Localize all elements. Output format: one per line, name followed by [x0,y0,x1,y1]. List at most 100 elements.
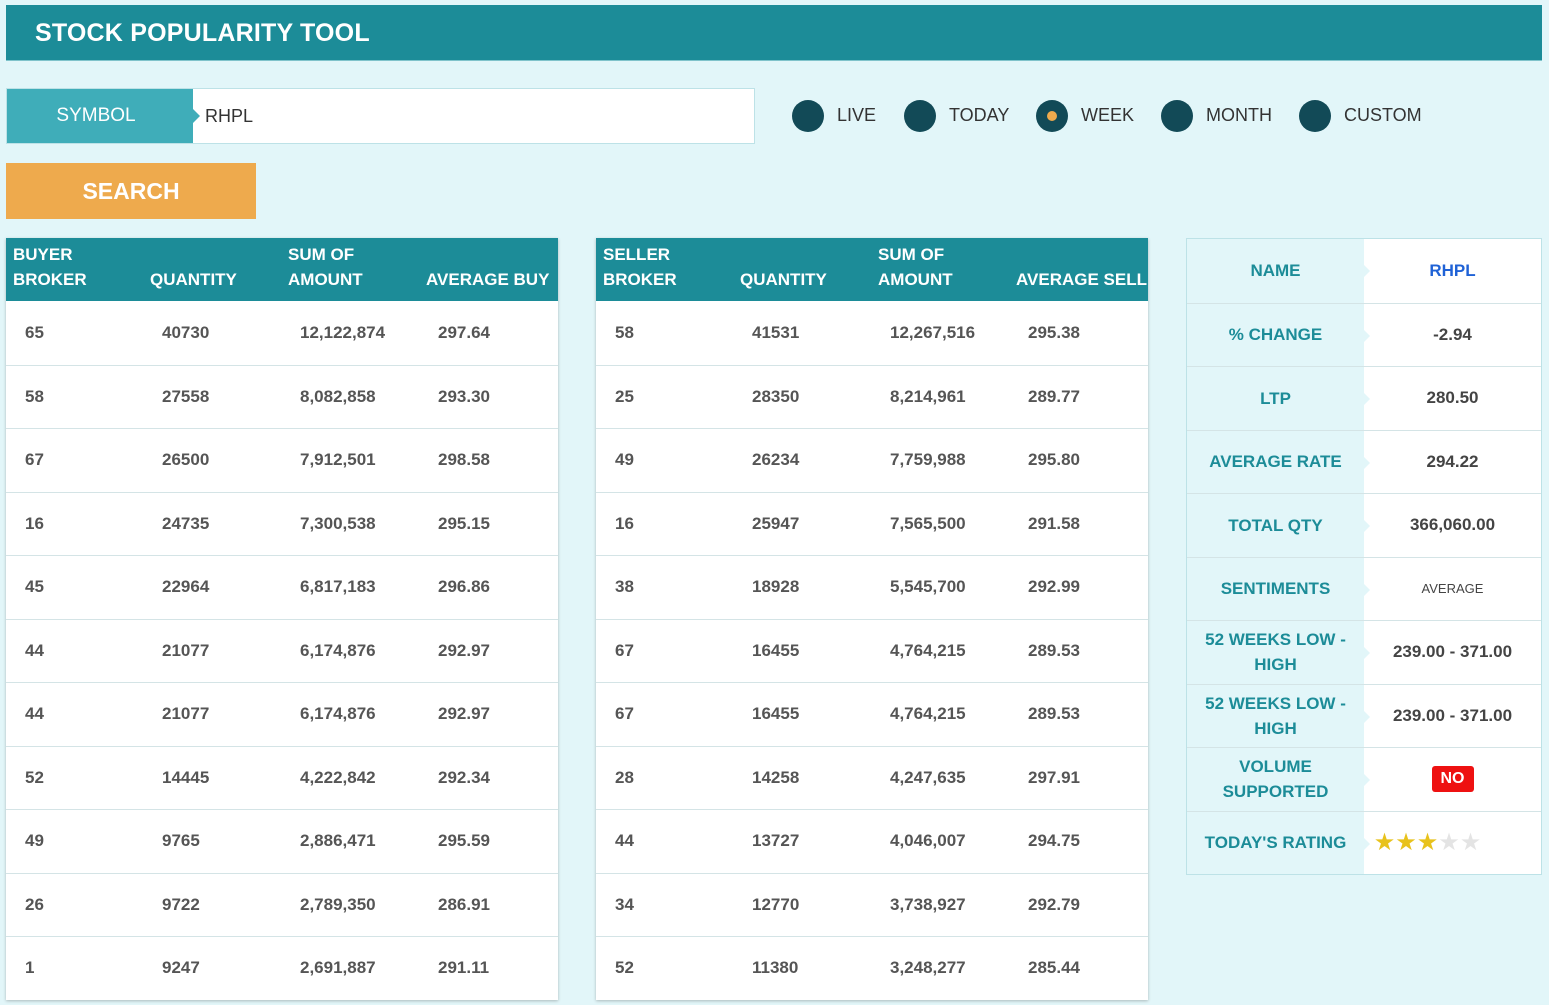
radio-dot-icon[interactable] [1299,99,1331,132]
info-value: AVERAGE [1421,581,1484,597]
broker-cell: 65 [25,322,44,342]
info-row: VOLUME SUPPORTED NO [1187,747,1541,811]
info-row: NAME RHPL [1187,239,1541,303]
quantity-cell: 12770 [752,894,800,914]
buyer-table-row: 52 14445 4,222,842 292.34 [6,745,558,810]
broker-cell: 49 [615,450,634,470]
buyer-table: BUYER BROKER QUANTITY SUM OF AMOUNT AVER… [6,238,558,1000]
quantity-cell: 27558 [162,386,210,406]
quantity-cell: 16455 [752,704,800,724]
seller-table-row: 38 18928 5,545,700 292.99 [596,555,1148,619]
average-cell: 297.64 [438,322,490,342]
seller-table-row: 44 13727 4,046,007 294.75 [596,809,1148,873]
quantity-cell: 11380 [752,958,799,978]
radio-label: MONTH [1206,105,1272,125]
quantity-cell: 9722 [162,894,200,914]
info-value: 280.50 [1426,388,1479,408]
amount-cell: 7,565,500 [890,513,966,533]
seller-table-row: 25 28350 8,214,961 289.77 [596,364,1148,429]
amount-cell: 3,248,277 [890,958,966,978]
amount-cell: 2,691,887 [300,958,376,978]
symbol-label: SYMBOL [7,89,200,143]
seller-table-row: 49 26234 7,759,988 295.80 [596,428,1148,492]
header-seller-broker: SELLER BROKER [603,245,677,289]
info-row: 52 WEEKS LOW - HIGH 239.00 - 371.00 [1187,620,1541,684]
amount-cell: 5,545,700 [890,577,966,597]
broker-cell: 58 [615,322,634,342]
symbol-input[interactable] [193,89,753,143]
info-key: LTP [1187,367,1370,430]
info-key: 52 WEEKS LOW - HIGH [1187,684,1370,747]
quantity-cell: 24735 [162,513,210,533]
radio-dot-icon[interactable] [792,99,824,132]
broker-cell: 49 [25,831,44,851]
radio-dot-icon[interactable] [904,99,936,132]
radio-dot-icon[interactable] [1036,99,1068,132]
header-sum-of-amount: SUM OF AMOUNT [878,245,953,289]
info-value: -2.94 [1433,324,1472,344]
average-cell: 294.75 [1028,831,1080,851]
average-cell: 292.97 [438,704,490,724]
average-cell: 296.86 [438,577,490,597]
buyer-table-row: 26 9722 2,789,350 286.91 [6,872,558,937]
symbol-search-box: SYMBOL [6,88,755,144]
period-radio-week[interactable]: WEEK [1036,99,1134,132]
average-cell: 289.53 [1028,704,1080,724]
amount-cell: 4,764,215 [890,704,966,724]
info-row: AVERAGE RATE 294.22 [1187,429,1541,493]
broker-cell: 44 [25,640,44,660]
broker-cell: 44 [25,704,44,724]
search-button[interactable]: SEARCH [6,163,256,219]
broker-cell: 25 [615,386,634,406]
period-radio-live[interactable]: LIVE [792,99,876,132]
seller-table-row: 34 12770 3,738,927 292.79 [596,872,1148,937]
average-cell: 295.38 [1028,322,1080,342]
buyer-table-row: 16 24735 7,300,538 295.15 [6,491,558,556]
info-key: SENTIMENTS [1187,557,1370,620]
radio-dot-icon[interactable] [1161,99,1193,132]
broker-cell: 45 [25,577,44,597]
amount-cell: 4,046,007 [890,831,966,851]
broker-cell: 58 [25,386,44,406]
amount-cell: 12,267,516 [890,322,976,342]
buyer-table-row: 45 22964 6,817,183 296.86 [6,555,558,619]
buyer-table-row: 65 40730 12,122,874 297.64 [6,301,558,365]
period-radio-today[interactable]: TODAY [904,99,1009,132]
seller-table-row: 58 41531 12,267,516 295.38 [596,301,1148,365]
broker-cell: 26 [25,894,44,914]
info-value: NO [1364,748,1541,811]
quantity-cell: 21077 [162,640,210,660]
period-radio-custom[interactable]: CUSTOM [1299,99,1422,132]
period-radio-month[interactable]: MONTH [1161,99,1272,132]
quantity-cell: 9765 [162,831,200,851]
buyer-table-header: BUYER BROKER QUANTITY SUM OF AMOUNT AVER… [6,238,558,301]
average-cell: 297.91 [1028,767,1080,787]
amount-cell: 7,300,538 [300,513,376,533]
amount-cell: 6,174,876 [300,704,376,724]
quantity-cell: 26234 [752,450,800,470]
info-key: % CHANGE [1187,303,1370,366]
info-row: LTP 280.50 [1187,366,1541,430]
info-key: AVERAGE RATE [1187,430,1370,493]
average-cell: 293.30 [438,386,490,406]
average-cell: 292.97 [438,640,490,660]
amount-cell: 6,817,183 [300,577,376,597]
seller-table-row: 52 11380 3,248,277 285.44 [596,936,1148,1000]
average-cell: 295.15 [438,513,490,533]
average-cell: 295.80 [1028,450,1080,470]
info-value: RHPL [1429,260,1476,280]
info-row: 52 WEEKS LOW - HIGH 239.00 - 371.00 [1187,683,1541,747]
broker-cell: 67 [25,450,44,470]
average-cell: 292.34 [438,767,490,787]
info-key: VOLUME SUPPORTED [1187,748,1370,811]
buyer-table-row: 49 9765 2,886,471 295.59 [6,809,558,873]
info-row: TODAY'S RATING ★ ★ ★ ★ ★ [1187,810,1541,874]
average-cell: 291.11 [438,958,490,978]
broker-cell: 28 [615,767,634,787]
amount-cell: 2,886,471 [300,831,376,851]
seller-table-row: 67 16455 4,764,215 289.53 [596,682,1148,746]
header-average-buy: AVERAGE BUY [426,270,550,289]
radio-label: CUSTOM [1344,105,1422,125]
buyer-table-row: 1 9247 2,691,887 291.11 [6,936,558,1000]
broker-cell: 67 [615,640,634,660]
